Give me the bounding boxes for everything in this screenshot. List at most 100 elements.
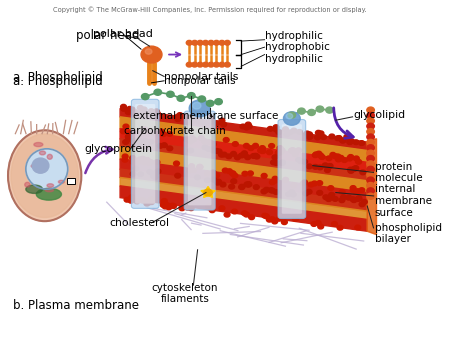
- Circle shape: [348, 139, 354, 143]
- Circle shape: [367, 123, 374, 129]
- Circle shape: [355, 197, 361, 201]
- Circle shape: [122, 154, 128, 159]
- Circle shape: [141, 160, 147, 165]
- Ellipse shape: [32, 158, 49, 173]
- Polygon shape: [120, 117, 367, 162]
- Ellipse shape: [34, 143, 43, 147]
- Circle shape: [356, 160, 361, 164]
- Circle shape: [283, 177, 288, 182]
- Circle shape: [200, 120, 206, 125]
- Polygon shape: [367, 139, 377, 235]
- Circle shape: [123, 124, 129, 129]
- Circle shape: [336, 155, 342, 160]
- Circle shape: [320, 135, 327, 140]
- Circle shape: [136, 138, 142, 143]
- Circle shape: [276, 216, 282, 221]
- Circle shape: [286, 114, 292, 119]
- Circle shape: [306, 132, 312, 137]
- Circle shape: [148, 139, 154, 144]
- Circle shape: [304, 131, 310, 136]
- Circle shape: [239, 185, 245, 190]
- Circle shape: [317, 165, 323, 170]
- Circle shape: [367, 150, 374, 156]
- Circle shape: [207, 115, 213, 120]
- Circle shape: [340, 138, 346, 143]
- Circle shape: [133, 159, 139, 163]
- Circle shape: [129, 195, 135, 199]
- Circle shape: [246, 182, 252, 187]
- Circle shape: [171, 204, 176, 209]
- Text: external membrane surface: external membrane surface: [133, 111, 278, 121]
- Circle shape: [186, 41, 192, 45]
- Circle shape: [138, 172, 144, 177]
- Polygon shape: [120, 139, 367, 181]
- Circle shape: [142, 139, 148, 143]
- Circle shape: [136, 140, 142, 145]
- Circle shape: [137, 105, 143, 110]
- Text: b. Plasma membrane: b. Plasma membrane: [13, 299, 139, 312]
- Circle shape: [137, 159, 143, 164]
- Circle shape: [140, 156, 146, 161]
- Circle shape: [142, 130, 148, 135]
- Circle shape: [258, 148, 264, 153]
- Circle shape: [216, 179, 221, 184]
- Circle shape: [140, 158, 145, 163]
- Circle shape: [367, 193, 374, 199]
- Circle shape: [261, 173, 267, 178]
- Circle shape: [221, 152, 227, 157]
- Circle shape: [141, 46, 162, 63]
- Circle shape: [197, 41, 203, 45]
- Circle shape: [279, 161, 285, 165]
- Circle shape: [353, 156, 359, 161]
- Circle shape: [292, 216, 298, 221]
- Circle shape: [188, 206, 194, 211]
- Ellipse shape: [25, 182, 30, 187]
- Circle shape: [148, 112, 154, 116]
- Circle shape: [147, 170, 153, 174]
- Circle shape: [160, 202, 166, 207]
- Circle shape: [303, 191, 309, 196]
- Circle shape: [291, 128, 297, 133]
- Circle shape: [273, 127, 279, 132]
- Circle shape: [215, 99, 222, 105]
- Circle shape: [140, 198, 146, 203]
- FancyBboxPatch shape: [184, 111, 215, 210]
- Circle shape: [175, 173, 180, 178]
- Circle shape: [270, 188, 275, 193]
- Circle shape: [246, 182, 252, 187]
- Circle shape: [187, 168, 193, 173]
- Circle shape: [242, 171, 248, 176]
- Circle shape: [153, 131, 159, 136]
- Circle shape: [291, 183, 297, 188]
- Circle shape: [270, 180, 275, 185]
- Circle shape: [284, 112, 300, 125]
- Circle shape: [351, 198, 357, 202]
- Circle shape: [204, 178, 210, 183]
- Circle shape: [219, 206, 225, 211]
- Circle shape: [272, 219, 278, 224]
- Circle shape: [215, 180, 220, 185]
- Circle shape: [196, 117, 202, 121]
- Circle shape: [367, 155, 374, 162]
- Text: Copyright © The McGraw-Hill Companies, Inc. Permission required for reproduction: Copyright © The McGraw-Hill Companies, I…: [54, 7, 367, 14]
- Circle shape: [139, 198, 144, 203]
- Ellipse shape: [47, 184, 54, 187]
- Text: phospholipid
bilayer: phospholipid bilayer: [375, 223, 442, 244]
- Text: internal
membrane
surface: internal membrane surface: [375, 184, 432, 218]
- Circle shape: [204, 171, 211, 176]
- Circle shape: [315, 130, 321, 135]
- Circle shape: [287, 130, 293, 135]
- Circle shape: [150, 173, 156, 178]
- Circle shape: [367, 161, 374, 167]
- Circle shape: [313, 152, 319, 156]
- Circle shape: [231, 179, 237, 184]
- Circle shape: [219, 41, 225, 45]
- Circle shape: [246, 124, 252, 129]
- Circle shape: [341, 195, 346, 200]
- Circle shape: [152, 174, 158, 179]
- Circle shape: [279, 160, 286, 165]
- Circle shape: [179, 206, 185, 211]
- Circle shape: [197, 164, 202, 169]
- Polygon shape: [120, 186, 367, 231]
- Circle shape: [197, 165, 203, 169]
